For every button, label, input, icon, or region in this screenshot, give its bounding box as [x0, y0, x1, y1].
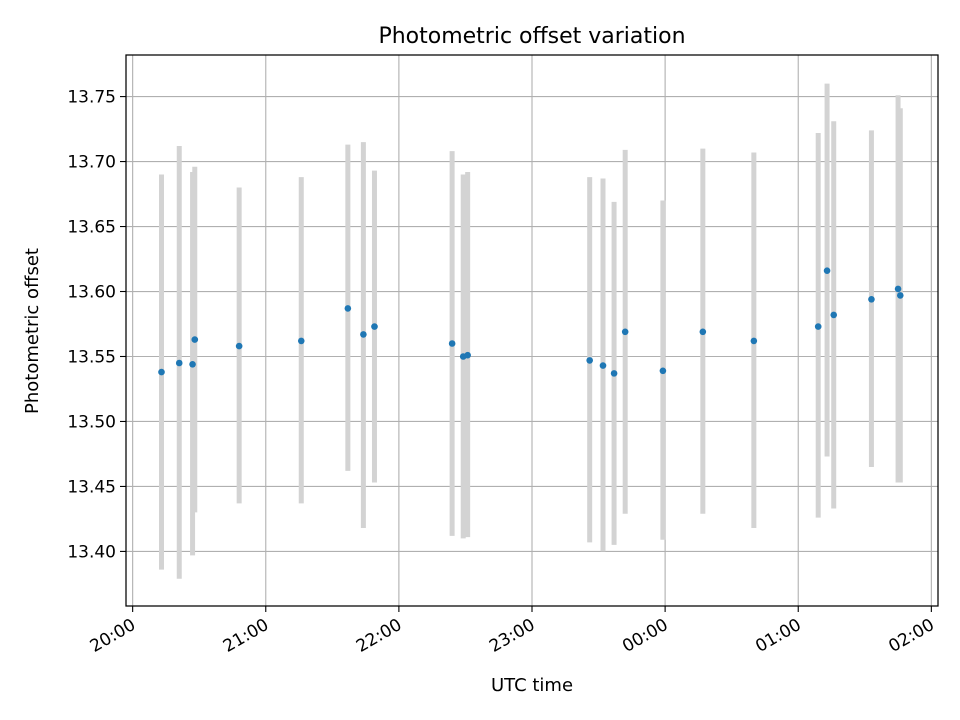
data-point-20 [823, 267, 831, 275]
y-tick-label-4: 13.60 [67, 283, 116, 303]
data-point-9 [448, 340, 456, 347]
y-tick-label-7: 13.75 [67, 88, 116, 108]
data-point-24 [896, 292, 904, 299]
x-tick-label-0: 20:00 [87, 615, 139, 657]
data-point-1 [175, 359, 183, 367]
data-point-11 [464, 351, 471, 359]
data-point-15 [621, 328, 629, 336]
chart-title: Photometric offset variation [378, 24, 685, 49]
x-tick-label-6: 02:00 [885, 615, 937, 657]
data-point-16 [659, 367, 667, 375]
data-point-22 [868, 296, 875, 303]
data-point-2 [189, 360, 196, 368]
y-tick-label-3: 13.55 [67, 347, 116, 367]
data-points [158, 267, 904, 377]
y-tick-label-0: 13.40 [67, 542, 116, 562]
data-point-7 [360, 331, 367, 338]
data-point-3 [191, 336, 199, 343]
y-axis-label: Photometric offset [22, 248, 43, 414]
x-tick-label-5: 01:00 [752, 615, 804, 657]
x-tick-label-2: 22:00 [353, 615, 405, 657]
x-tick-label-3: 23:00 [486, 615, 538, 657]
data-point-6 [344, 305, 352, 312]
data-point-0 [158, 368, 165, 376]
y-tick-label-6: 13.70 [67, 153, 116, 173]
data-point-5 [297, 337, 305, 345]
y-axis-ticks: 13.40 13.45 13.50 13.55 13.60 13.65 13.70 13.75 [67, 88, 126, 562]
error-bars [158, 83, 903, 579]
y-tick-label-5: 13.65 [67, 218, 116, 238]
x-axis-label: UTC time [491, 675, 573, 696]
data-point-23 [894, 285, 902, 293]
data-point-13 [599, 362, 607, 369]
x-tick-label-4: 00:00 [619, 615, 671, 657]
y-tick-label-1: 13.45 [67, 477, 116, 497]
data-point-4 [235, 342, 243, 350]
data-point-14 [610, 370, 618, 377]
data-point-19 [814, 323, 822, 330]
y-tick-label-2: 13.50 [67, 412, 116, 432]
data-point-18 [750, 337, 758, 345]
data-point-12 [586, 357, 593, 364]
data-point-17 [699, 328, 707, 336]
data-point-8 [371, 323, 378, 330]
x-axis-ticks: 20:00 21:00 22:00 23:00 00:00 01:00 02:00 [87, 606, 938, 657]
x-tick-label-1: 21:00 [220, 615, 272, 657]
data-point-21 [830, 311, 838, 319]
